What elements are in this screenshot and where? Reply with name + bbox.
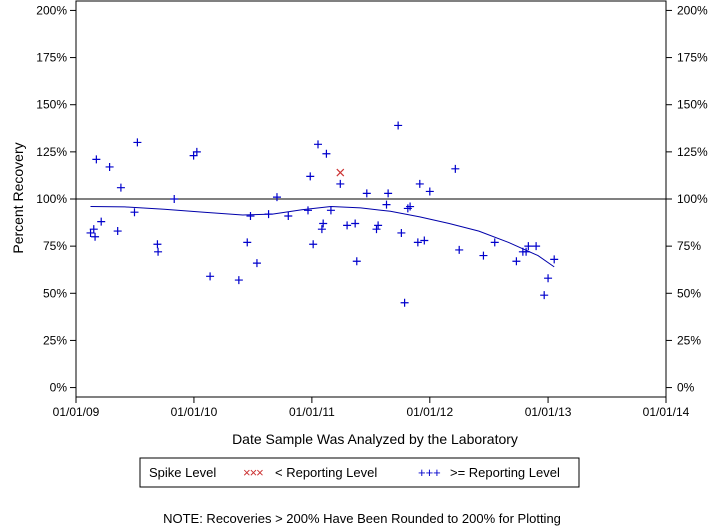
data-point-plus bbox=[374, 221, 383, 230]
data-point-plus bbox=[336, 179, 345, 188]
y-axis-right: 0% 25% 50% 75% 100% 125% 150% 175% 200% bbox=[666, 3, 708, 395]
trend-line bbox=[90, 205, 555, 268]
data-point-plus bbox=[272, 193, 281, 202]
y-tick-label-right: 0% bbox=[677, 381, 695, 395]
x-axis-title: Date Sample Was Analyzed by the Laborato… bbox=[232, 431, 518, 447]
data-point-plus bbox=[309, 240, 318, 249]
data-point-plus bbox=[326, 206, 335, 215]
data-point-plus bbox=[264, 210, 273, 219]
x-tick-label: 01/01/13 bbox=[525, 405, 572, 419]
data-point-plus bbox=[413, 238, 422, 247]
data-point-plus bbox=[153, 240, 162, 249]
data-point-plus bbox=[105, 162, 114, 171]
data-point-plus bbox=[522, 247, 531, 256]
data-point-plus bbox=[512, 257, 521, 266]
legend-marker-below-reporting: ××× bbox=[243, 465, 263, 480]
data-point-plus bbox=[113, 227, 122, 236]
data-point-plus bbox=[394, 121, 403, 130]
data-point-plus bbox=[97, 217, 106, 226]
legend-box bbox=[139, 457, 580, 488]
legend-marker-at-or-above-reporting: +++ bbox=[418, 465, 441, 480]
data-point-plus bbox=[246, 211, 255, 220]
x-tick-label: 01/01/12 bbox=[406, 405, 453, 419]
y-tick-label-right: 150% bbox=[677, 98, 708, 112]
data-point-plus bbox=[303, 206, 312, 215]
y-tick-label-left: 75% bbox=[43, 239, 67, 253]
data-point-plus bbox=[91, 232, 100, 241]
legend: Spike Level ××× < Reporting Level +++ >=… bbox=[139, 457, 580, 488]
data-point-plus bbox=[455, 245, 464, 254]
y-axis-title: Percent Recovery bbox=[10, 142, 26, 253]
x-tick-label: 01/01/09 bbox=[53, 405, 100, 419]
y-tick-label-right: 75% bbox=[677, 239, 701, 253]
data-point-plus bbox=[243, 238, 252, 247]
data-point-plus bbox=[415, 179, 424, 188]
data-point-plus bbox=[284, 211, 293, 220]
data-point-plus bbox=[343, 221, 352, 230]
data-point-plus bbox=[352, 257, 361, 266]
data-point-plus bbox=[317, 225, 326, 234]
data-point-plus bbox=[400, 298, 409, 307]
y-tick-label-left: 175% bbox=[36, 51, 67, 65]
y-tick-label-right: 25% bbox=[677, 333, 701, 347]
data-point-x bbox=[336, 168, 345, 177]
data-point-plus bbox=[306, 172, 315, 181]
y-tick-label-right: 100% bbox=[677, 192, 708, 206]
x-tick-label: 01/01/14 bbox=[643, 405, 690, 419]
data-points bbox=[86, 121, 559, 307]
data-point-plus bbox=[351, 219, 360, 228]
footnote: NOTE: Recoveries > 200% Have Been Rounde… bbox=[163, 511, 561, 526]
data-point-plus bbox=[319, 219, 328, 228]
data-point-plus bbox=[425, 187, 434, 196]
y-tick-label-left: 100% bbox=[36, 192, 67, 206]
y-tick-label-right: 200% bbox=[677, 3, 708, 17]
y-tick-label-left: 125% bbox=[36, 145, 67, 159]
y-tick-label-left: 25% bbox=[43, 333, 67, 347]
legend-title: Spike Level bbox=[149, 465, 216, 480]
y-tick-label-left: 200% bbox=[36, 3, 67, 17]
y-tick-label-left: 50% bbox=[43, 286, 67, 300]
data-point-plus bbox=[451, 164, 460, 173]
data-point-plus bbox=[540, 291, 549, 300]
data-point-plus bbox=[550, 255, 559, 264]
data-point-plus bbox=[384, 189, 393, 198]
x-tick-label: 01/01/10 bbox=[171, 405, 218, 419]
data-point-plus bbox=[170, 195, 179, 203]
legend-label-below-reporting: < Reporting Level bbox=[275, 465, 377, 480]
y-tick-label-right: 175% bbox=[677, 51, 708, 65]
data-point-plus bbox=[252, 259, 261, 268]
y-axis-left: 0% 25% 50% 75% 100% 125% 150% 175% 200% bbox=[36, 3, 76, 395]
data-point-plus bbox=[532, 242, 541, 251]
data-point-plus bbox=[192, 147, 201, 156]
data-point-plus bbox=[130, 208, 139, 217]
data-point-plus bbox=[133, 138, 142, 147]
data-point-plus bbox=[362, 189, 371, 198]
data-point-plus bbox=[479, 251, 488, 260]
y-tick-label-right: 125% bbox=[677, 145, 708, 159]
data-point-plus bbox=[206, 272, 215, 281]
data-point-plus bbox=[406, 202, 415, 211]
data-point-plus bbox=[234, 276, 243, 285]
data-point-plus bbox=[420, 236, 429, 245]
data-point-plus bbox=[544, 274, 553, 283]
data-point-plus bbox=[322, 149, 331, 158]
data-point-plus bbox=[382, 200, 391, 209]
data-point-plus bbox=[490, 238, 499, 247]
data-point-plus bbox=[116, 183, 125, 192]
y-tick-label-left: 150% bbox=[36, 98, 67, 112]
y-tick-label-left: 0% bbox=[50, 381, 68, 395]
x-tick-label: 01/01/11 bbox=[289, 405, 335, 419]
data-point-plus bbox=[524, 242, 533, 251]
legend-label-at-or-above-reporting: >= Reporting Level bbox=[450, 465, 560, 480]
x-axis: 01/01/09 01/01/10 01/01/11 01/01/12 01/01/13… bbox=[53, 397, 690, 419]
data-point-plus bbox=[397, 228, 406, 237]
data-point-plus bbox=[92, 155, 101, 164]
data-point-plus bbox=[89, 225, 98, 234]
data-point-plus bbox=[372, 225, 381, 234]
y-tick-label-right: 50% bbox=[677, 286, 701, 300]
data-point-plus bbox=[314, 140, 323, 149]
data-point-plus bbox=[154, 247, 163, 256]
